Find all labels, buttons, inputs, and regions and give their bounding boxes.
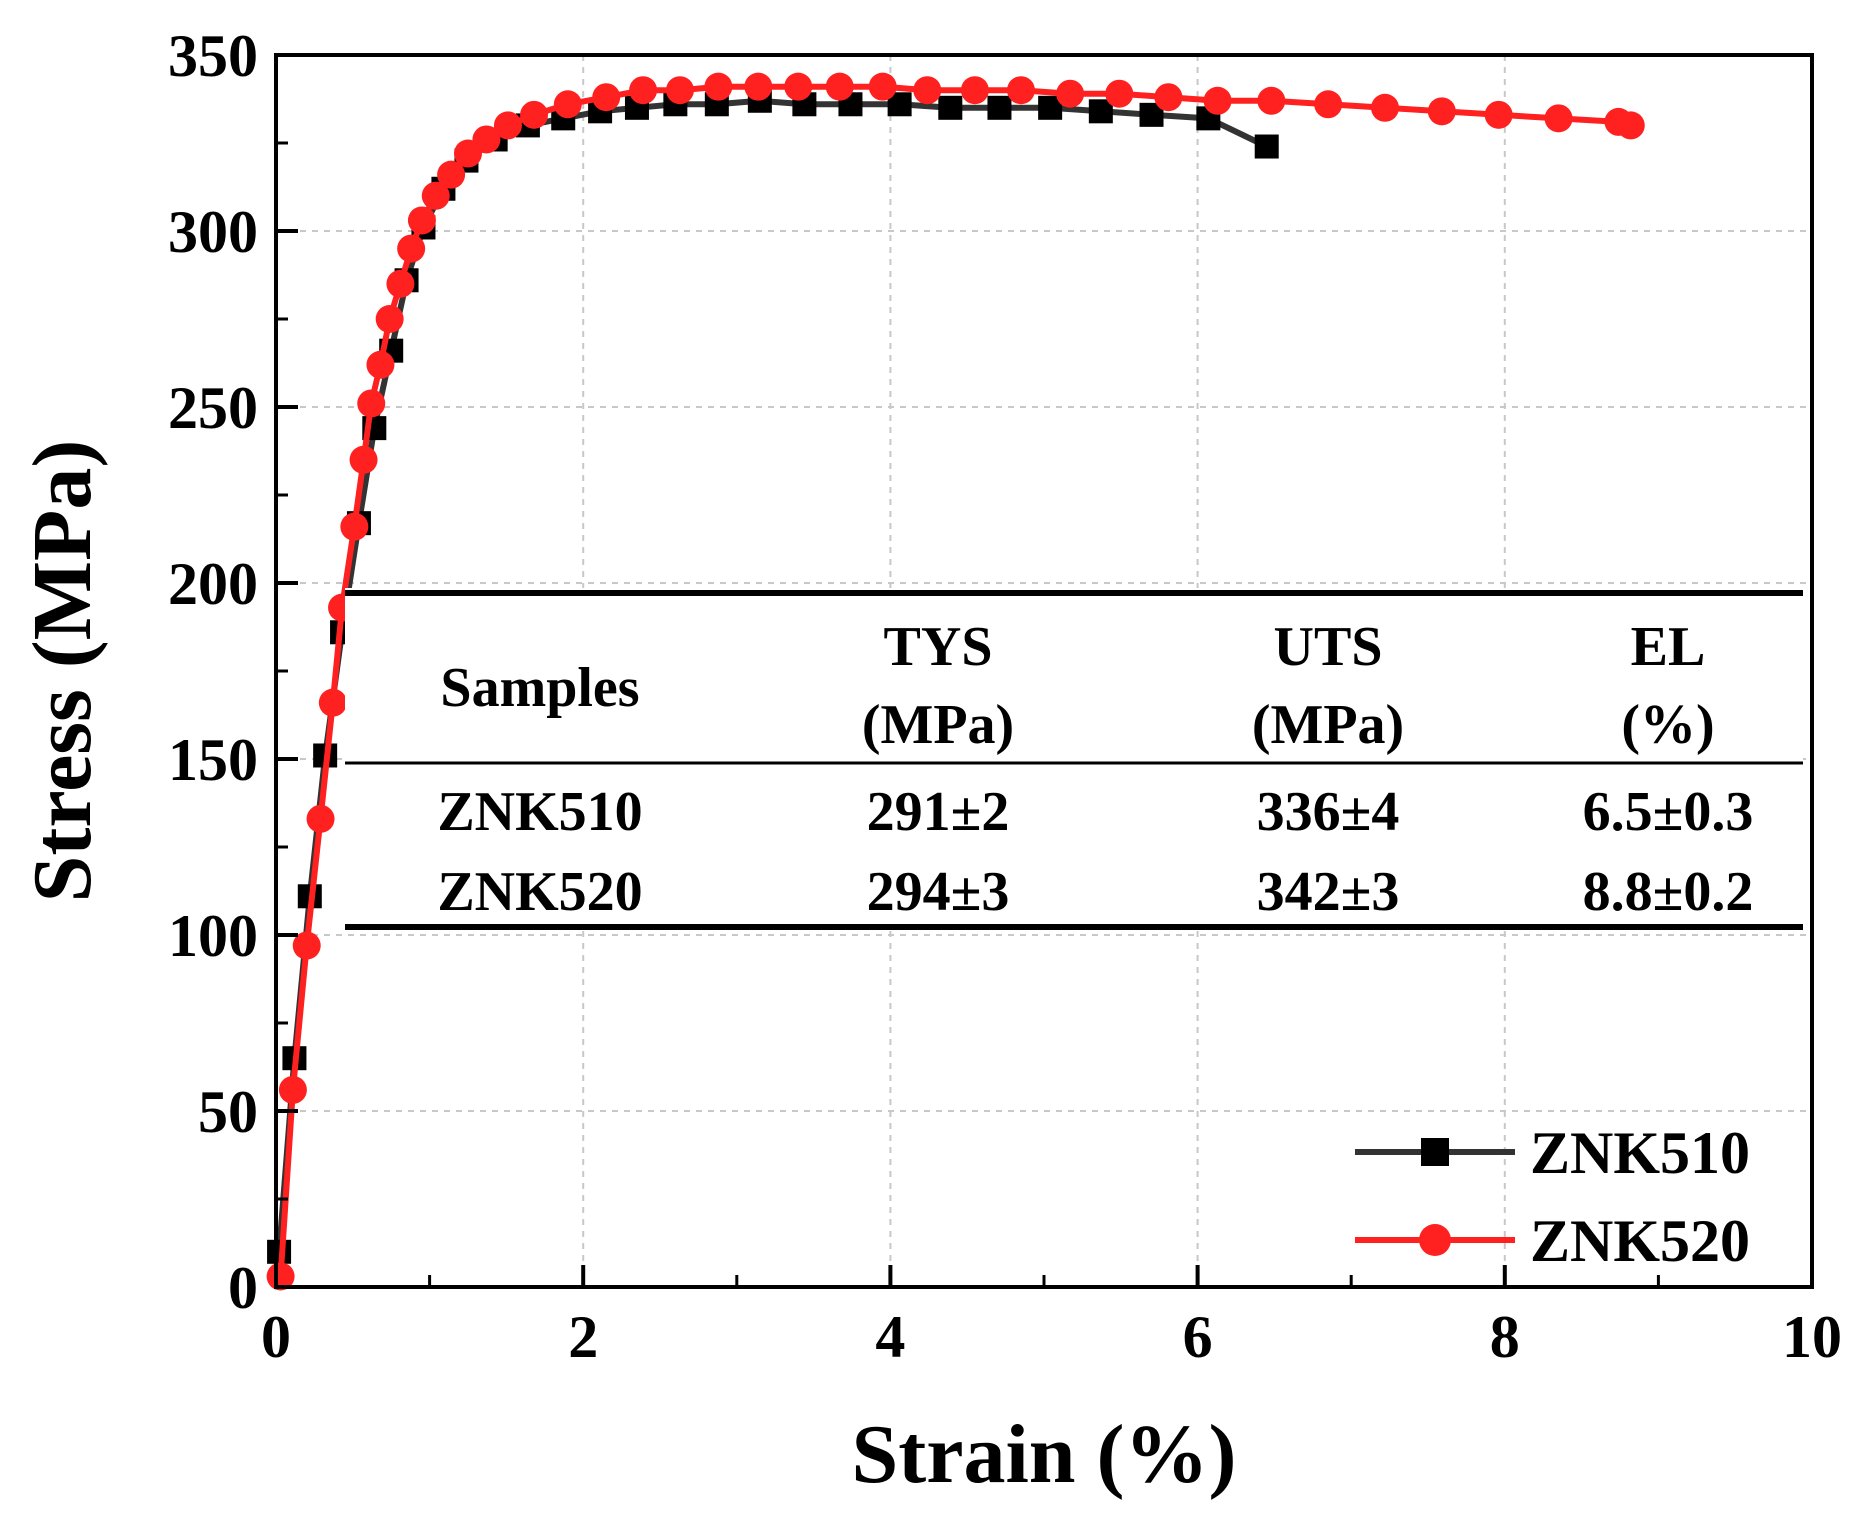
data-point-znk520-30 [960,76,989,105]
table-row-2-el: 8.8±0.2 [1583,861,1754,923]
y-tick-label-200: 200 [168,551,258,617]
y-tick-label-250: 250 [168,375,258,441]
table-row-1-el: 6.5±0.3 [1583,781,1754,843]
axis-ticks [274,53,1814,1289]
data-point-znk520-43 [1616,111,1645,140]
data-point-znk520-29 [913,76,942,105]
table-row-1-tys: 291±2 [867,781,1010,843]
y-tick-label-350: 350 [168,23,258,89]
data-point-znk520-38 [1370,93,1399,122]
table-row-1-sample: ZNK510 [437,781,642,843]
data-point-znk520-17 [472,125,501,154]
data-point-znk510-29 [1254,134,1279,159]
data-point-znk520-27 [825,72,854,101]
legend-marker-znk510 [1421,1138,1449,1166]
data-point-znk520-26 [784,72,813,101]
data-point-znk520-14 [421,181,450,210]
data-point-znk520-3 [306,804,335,833]
data-point-znk510-26 [1088,99,1113,124]
table-header-samples: Samples [440,657,639,719]
data-point-znk520-15 [437,160,466,189]
data-point-znk520-22 [629,76,658,105]
data-point-znk520-1 [278,1075,307,1104]
data-point-znk520-7 [349,445,378,474]
data-point-znk520-18 [493,111,522,140]
table-row-2-sample: ZNK520 [437,861,642,923]
y-tick-label-150: 150 [168,727,258,793]
data-point-znk520-8 [357,389,386,418]
data-point-znk520-0 [266,1262,295,1291]
data-point-znk520-33 [1105,79,1134,108]
data-point-znk520-41 [1544,104,1573,133]
y-tick-label-0: 0 [228,1255,258,1321]
table-header-uts: UTS [1274,616,1383,678]
y-tick-label-300: 300 [168,199,258,265]
data-point-znk520-19 [520,100,549,129]
table-background [345,588,1803,930]
legend: ZNK510 ZNK520 [1355,1120,1750,1274]
data-point-znk520-13 [407,206,436,235]
table-row-1-uts: 336±4 [1257,781,1400,843]
data-point-znk520-31 [1006,76,1035,105]
data-point-znk520-21 [592,83,621,112]
table-row-2-uts: 342±3 [1257,861,1400,923]
table-header-tys-unit: (MPa) [862,694,1014,756]
y-tick-label-50: 50 [198,1079,258,1145]
x-tick-label-6: 6 [1183,1304,1213,1370]
data-point-znk520-20 [553,90,582,119]
series-znk520 [266,72,1645,1291]
data-point-znk520-39 [1427,97,1456,126]
table-header-el-unit: (%) [1621,694,1714,756]
y-tick-label-100: 100 [168,903,258,969]
series-layer [266,72,1645,1291]
y-axis-title: Stress (MPa) [16,440,109,903]
x-tick-label-10: 10 [1782,1304,1842,1370]
x-tick-label-4: 4 [875,1304,905,1370]
data-point-znk520-28 [868,72,897,101]
data-point-znk520-2 [292,931,321,960]
table-row-2-tys: 294±3 [867,861,1010,923]
data-point-znk520-32 [1056,79,1085,108]
legend-marker-znk520 [1419,1224,1451,1256]
data-point-znk520-10 [375,305,404,333]
data-point-znk520-23 [665,76,694,105]
legend-label-znk510: ZNK510 [1530,1120,1750,1186]
summary-table: Samples TYS (MPa) UTS (MPa) EL (%) ZNK51… [345,588,1803,930]
x-tick-label-0: 0 [261,1304,291,1370]
data-point-znk520-34 [1154,83,1183,112]
data-point-znk520-37 [1314,90,1343,119]
x-tick-label-8: 8 [1490,1304,1520,1370]
x-tick-label-2: 2 [568,1304,598,1370]
table-header-el: EL [1631,616,1706,678]
table-header-uts-unit: (MPa) [1252,694,1404,756]
legend-label-znk520: ZNK520 [1530,1208,1750,1274]
data-point-znk510-23 [938,95,963,120]
data-point-znk520-40 [1484,100,1513,129]
data-point-znk520-24 [704,72,733,101]
data-point-znk520-12 [397,234,426,263]
table-header-tys: TYS [884,616,993,678]
data-point-znk520-36 [1257,86,1286,115]
data-point-znk520-35 [1203,86,1232,115]
data-point-znk510-24 [987,95,1012,120]
data-point-znk520-4 [318,688,347,717]
x-axis-title: Strain (%) [852,1408,1237,1501]
data-point-znk520-25 [744,72,773,101]
data-point-znk520-9 [366,350,395,379]
data-point-znk520-11 [386,269,415,298]
data-point-znk520-6 [340,512,369,541]
